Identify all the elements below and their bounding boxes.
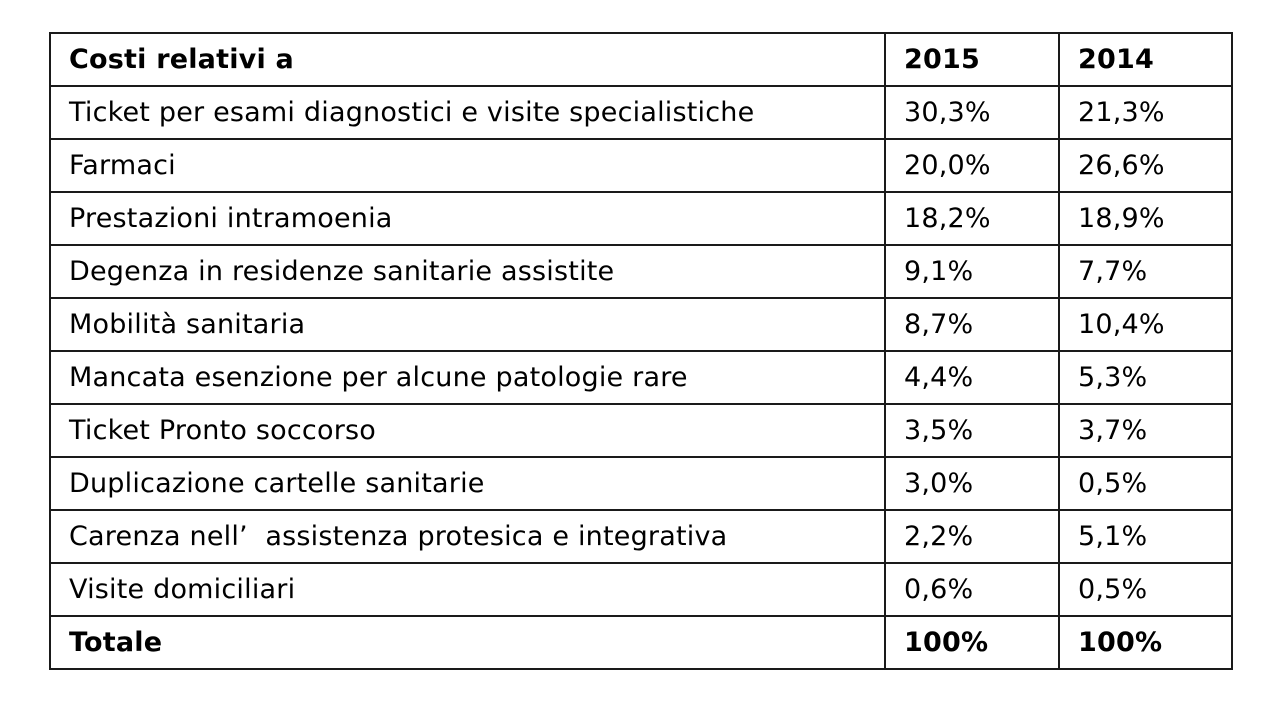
row-value-2014: 3,7% xyxy=(1058,403,1233,458)
total-label: Totale xyxy=(49,615,886,670)
table-row: Mobilità sanitaria 8,7% 10,4% xyxy=(49,297,1233,352)
row-value-2015: 0,6% xyxy=(884,562,1060,617)
row-value-2014: 21,3% xyxy=(1058,85,1233,140)
costs-table: Costi relativi a 2015 2014 Ticket per es… xyxy=(49,32,1233,670)
table-row: Farmaci 20,0% 26,6% xyxy=(49,138,1233,193)
row-label: Carenza nell’ assistenza protesica e int… xyxy=(49,509,886,564)
row-value-2015: 4,4% xyxy=(884,350,1060,405)
table-row: Visite domiciliari 0,6% 0,5% xyxy=(49,562,1233,617)
row-label: Farmaci xyxy=(49,138,886,193)
table-row: Duplicazione cartelle sanitarie 3,0% 0,5… xyxy=(49,456,1233,511)
table-row: Degenza in residenze sanitarie assistite… xyxy=(49,244,1233,299)
header-label: Costi relativi a xyxy=(49,32,886,87)
row-value-2015: 2,2% xyxy=(884,509,1060,564)
row-value-2014: 0,5% xyxy=(1058,562,1233,617)
table-row: Ticket per esami diagnostici e visite sp… xyxy=(49,85,1233,140)
row-value-2015: 3,5% xyxy=(884,403,1060,458)
header-2015: 2015 xyxy=(884,32,1060,87)
row-value-2014: 7,7% xyxy=(1058,244,1233,299)
total-value-2015: 100% xyxy=(884,615,1060,670)
row-value-2015: 3,0% xyxy=(884,456,1060,511)
row-value-2014: 18,9% xyxy=(1058,191,1233,246)
row-label: Mancata esenzione per alcune patologie r… xyxy=(49,350,886,405)
header-2014: 2014 xyxy=(1058,32,1233,87)
table-row: Ticket Pronto soccorso 3,5% 3,7% xyxy=(49,403,1233,458)
row-value-2015: 20,0% xyxy=(884,138,1060,193)
total-row: Totale 100% 100% xyxy=(49,615,1233,670)
row-label: Mobilità sanitaria xyxy=(49,297,886,352)
row-value-2015: 18,2% xyxy=(884,191,1060,246)
row-value-2014: 26,6% xyxy=(1058,138,1233,193)
row-value-2015: 8,7% xyxy=(884,297,1060,352)
table-row: Mancata esenzione per alcune patologie r… xyxy=(49,350,1233,405)
table-row: Prestazioni intramoenia 18,2% 18,9% xyxy=(49,191,1233,246)
table-row: Carenza nell’ assistenza protesica e int… xyxy=(49,509,1233,564)
table-header-row: Costi relativi a 2015 2014 xyxy=(49,32,1233,87)
row-value-2014: 5,3% xyxy=(1058,350,1233,405)
row-label: Degenza in residenze sanitarie assistite xyxy=(49,244,886,299)
row-label: Prestazioni intramoenia xyxy=(49,191,886,246)
total-value-2014: 100% xyxy=(1058,615,1233,670)
row-label: Ticket Pronto soccorso xyxy=(49,403,886,458)
row-label: Duplicazione cartelle sanitarie xyxy=(49,456,886,511)
row-value-2015: 30,3% xyxy=(884,85,1060,140)
row-value-2014: 5,1% xyxy=(1058,509,1233,564)
row-value-2014: 0,5% xyxy=(1058,456,1233,511)
row-value-2014: 10,4% xyxy=(1058,297,1233,352)
row-label: Ticket per esami diagnostici e visite sp… xyxy=(49,85,886,140)
row-label: Visite domiciliari xyxy=(49,562,886,617)
row-value-2015: 9,1% xyxy=(884,244,1060,299)
